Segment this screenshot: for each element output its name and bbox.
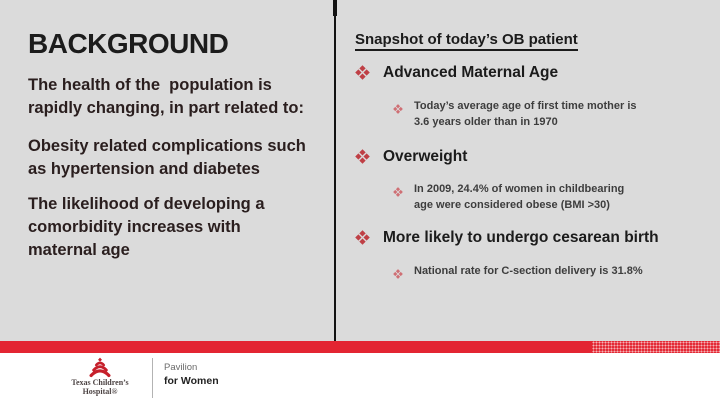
- four-diamond-bullet-icon: [355, 230, 370, 250]
- bullet-label: Overweight: [383, 148, 468, 165]
- vertical-divider-line: [334, 0, 336, 347]
- sub-bullet-average-age: Today’s average age of first time mother…: [393, 99, 637, 130]
- left-paragraph-1: The health of the population is rapidly …: [28, 76, 304, 117]
- logo-divider-line: [152, 358, 153, 398]
- left-paragraph-2: Obesity related complications such as hy…: [28, 137, 306, 178]
- logo-brand-line2: for Women: [164, 375, 219, 387]
- sub-bullet-obesity-rate: In 2009, 24.4% of women in childbearing …: [393, 182, 624, 213]
- bullet-item-advanced-maternal-age: Advanced Maternal Age: [355, 64, 558, 85]
- logo-org-name: Texas Children’s Hospital®: [50, 378, 150, 396]
- sub-bullet-csection-rate: National rate for C-section delivery is …: [393, 264, 643, 284]
- logo-brand-line1: Pavilion: [164, 362, 198, 373]
- left-paragraph-3: The likelihood of developing a comorbidi…: [28, 195, 265, 259]
- logo-org-line2: Hospital®: [82, 387, 118, 396]
- footer-band: [0, 353, 720, 405]
- logo-org-line1: Texas Children’s: [71, 378, 129, 387]
- bullet-item-cesarean-birth: More likely to undergo cesarean birth: [355, 229, 659, 250]
- bullet-label: More likely to undergo cesarean birth: [383, 229, 659, 246]
- four-diamond-bullet-icon: [393, 101, 403, 119]
- sub-bullet-text: Today’s average age of first time mother…: [414, 100, 637, 128]
- footer-accent-bar: [0, 341, 720, 353]
- sub-bullet-text: National rate for C-section delivery is …: [414, 265, 643, 277]
- sub-bullet-text: In 2009, 24.4% of women in childbearing …: [414, 183, 625, 211]
- four-diamond-bullet-icon: [355, 149, 370, 169]
- four-diamond-bullet-icon: [355, 65, 370, 85]
- bullet-label: Advanced Maternal Age: [383, 64, 559, 81]
- texas-childrens-emblem-icon: [84, 357, 116, 384]
- section-heading: Snapshot of today’s OB patient: [355, 31, 578, 51]
- footer-accent-bar-halftone: [592, 341, 720, 353]
- four-diamond-bullet-icon: [393, 266, 403, 284]
- page-title: BACKGROUND: [28, 28, 229, 59]
- vertical-divider-cap: [333, 0, 337, 16]
- four-diamond-bullet-icon: [393, 184, 403, 202]
- bullet-item-overweight: Overweight: [355, 148, 467, 169]
